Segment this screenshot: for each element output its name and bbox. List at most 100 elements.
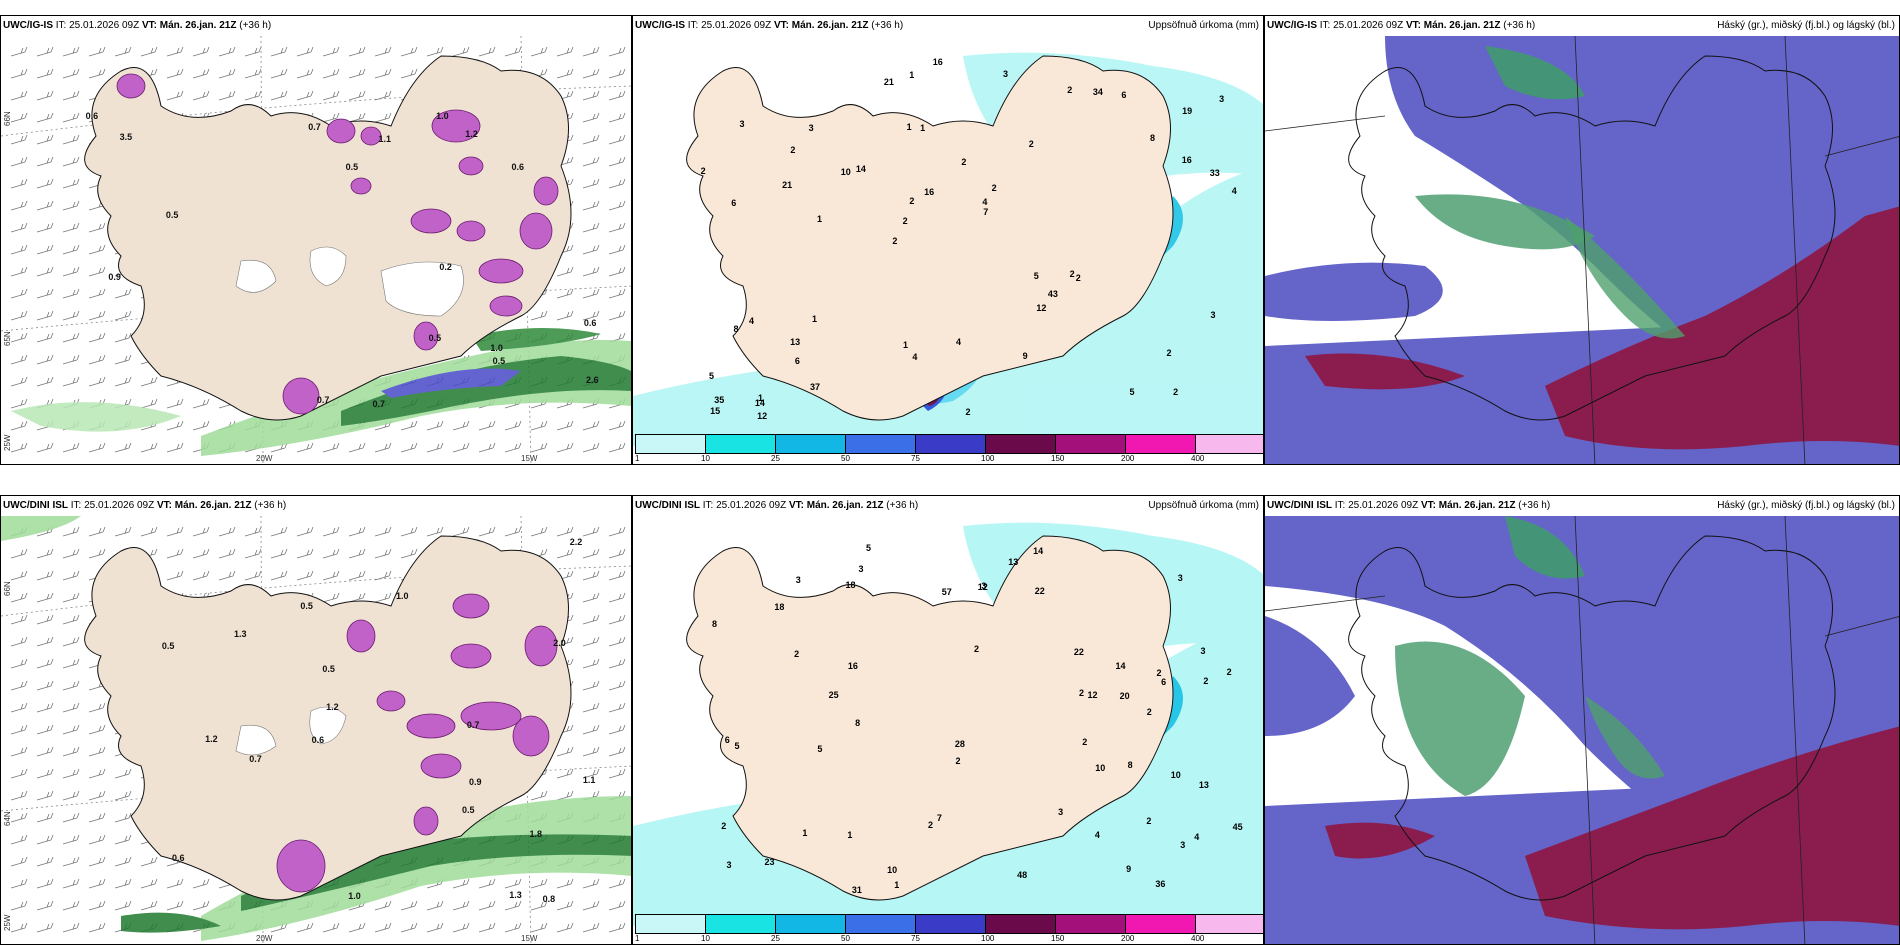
value-label: 5 — [709, 371, 715, 382]
value-label: 2 — [1156, 668, 1162, 679]
value-label: 8 — [1127, 760, 1133, 771]
colorbar-segment — [1126, 915, 1196, 933]
value-label: 2 — [961, 156, 967, 167]
value-label: 45 — [1232, 822, 1243, 833]
value-label: 19 — [1182, 106, 1193, 117]
colorbar-tick-label: 150 — [1051, 454, 1065, 463]
value-label: 37 — [810, 382, 821, 393]
value-label: 3 — [726, 859, 732, 870]
value-label: 5 — [865, 542, 871, 553]
value-label: 0.6 — [511, 162, 525, 173]
value-label: 4 — [1094, 830, 1100, 841]
panel-cloud-top: UWC/IG-IS IT: 25.01.2026 09Z VT: Mán. 26… — [1264, 15, 1900, 465]
value-label: 2.6 — [586, 375, 599, 386]
value-label: 2 — [965, 406, 971, 417]
colorbar-segment — [986, 435, 1056, 453]
value-label: 4 — [748, 316, 754, 327]
colorbar-tick-label: 50 — [841, 934, 850, 943]
axis-label-lon20: 20W — [256, 454, 273, 463]
value-label: 1 — [816, 213, 822, 224]
value-label: 0.6 — [311, 735, 325, 746]
precip-colorbar-ticks: 1 10 25 50 75 100 150 200 400 — [633, 454, 1263, 464]
axis-label-lat66: 66N — [3, 111, 12, 126]
value-label: 23 — [764, 857, 775, 868]
value-label: 8 — [855, 717, 861, 728]
value-label: 10 — [840, 166, 851, 177]
value-label: 1.3 — [509, 889, 522, 900]
panel-header: UWC/IG-IS IT: 25.01.2026 09Z VT: Mán. 26… — [635, 20, 904, 31]
colorbar-segment — [706, 435, 776, 453]
colorbar-tick-label: 200 — [1121, 934, 1135, 943]
panel-wind-bottom: UWC/DINI ISL IT: 25.01.2026 09Z VT: Mán.… — [0, 495, 632, 945]
value-label: 2 — [1203, 676, 1209, 687]
value-label: 2 — [1028, 139, 1034, 150]
value-label: 6 — [724, 735, 730, 746]
value-label: 14 — [754, 398, 765, 409]
value-label: 14 — [855, 164, 866, 175]
value-label: 2 — [892, 236, 898, 247]
value-label: 6 — [794, 356, 800, 367]
value-label: 3 — [1002, 69, 1008, 80]
value-label: 1.0 — [348, 890, 361, 901]
colorbar-segment — [776, 915, 846, 933]
panel-precip-bottom: UWC/DINI ISL IT: 25.01.2026 09Z VT: Mán.… — [632, 495, 1264, 945]
value-label: 13 — [1008, 556, 1019, 567]
value-label: 2 — [955, 755, 961, 766]
value-label: 7 — [936, 812, 942, 823]
colorbar-tick-label: 10 — [701, 454, 710, 463]
panel-header: UWC/IG-IS IT: 25.01.2026 09Z VT: Mán. 26… — [1267, 20, 1536, 31]
colorbar-tick-label: 1 — [635, 454, 640, 463]
value-label: 6 — [1161, 676, 1167, 687]
value-label: 1.3 — [233, 629, 247, 640]
wind-map — [1, 515, 631, 944]
value-label: 9 — [1126, 863, 1132, 874]
value-label: 43 — [1047, 289, 1058, 300]
value-label: 2 — [973, 643, 979, 654]
value-label: 1 — [920, 122, 926, 133]
value-label: 0.5 — [492, 356, 506, 367]
precip-colorbar — [635, 914, 1263, 934]
value-label: 1 — [906, 121, 912, 132]
value-label: 0.7 — [316, 395, 330, 406]
value-label: 0.6 — [85, 110, 99, 121]
panel-title: Uppsöfnuð úrkoma (mm) — [1148, 20, 1259, 31]
value-label: 25 — [828, 690, 839, 701]
axis-label-lon15: 15W — [521, 934, 538, 943]
value-label: 4 — [912, 352, 918, 363]
value-label: 0.9 — [108, 272, 121, 283]
value-label: 2 — [790, 144, 796, 155]
value-label: 57 — [941, 586, 952, 597]
value-label: 36 — [1155, 879, 1166, 890]
value-label: 12 — [757, 411, 768, 422]
value-label: 3 — [1219, 93, 1225, 104]
colorbar-segment — [1196, 915, 1263, 933]
wind-map — [1, 35, 631, 464]
axis-label-lon25: 25W — [3, 434, 12, 451]
colorbar-segment — [1056, 915, 1126, 933]
value-label: 0.6 — [583, 317, 597, 328]
value-label: 12 — [1087, 689, 1098, 700]
panel-title: Háský (gr.), miðský (fj.bl.) og lágský (… — [1717, 20, 1895, 31]
value-label: 16 — [924, 187, 935, 198]
colorbar-segment — [846, 915, 916, 933]
precip-map — [633, 516, 1263, 926]
value-label: 0.5 — [161, 640, 175, 651]
value-label: 10 — [887, 865, 898, 876]
colorbar-segment — [776, 435, 846, 453]
value-label: 1.2 — [465, 128, 478, 139]
colorbar-segment — [916, 915, 986, 933]
panel-wind-top: UWC/IG-IS IT: 25.01.2026 09Z VT: Mán. 26… — [0, 15, 632, 465]
value-label: 20 — [1119, 691, 1130, 702]
colorbar-tick-label: 75 — [911, 934, 920, 943]
value-label: 16 — [1181, 154, 1192, 165]
value-label: 1 — [758, 392, 764, 403]
value-label: 12 — [1036, 303, 1047, 314]
value-label: 2 — [1226, 667, 1232, 678]
axis-label-lon25: 25W — [3, 914, 12, 931]
value-label: 1.1 — [378, 134, 391, 145]
value-label: 10 — [1095, 763, 1106, 774]
value-label: 8 — [733, 323, 739, 334]
colorbar-tick-label: 1 — [635, 934, 640, 943]
value-label: 3 — [1210, 310, 1216, 321]
value-label: 2 — [1075, 273, 1081, 284]
